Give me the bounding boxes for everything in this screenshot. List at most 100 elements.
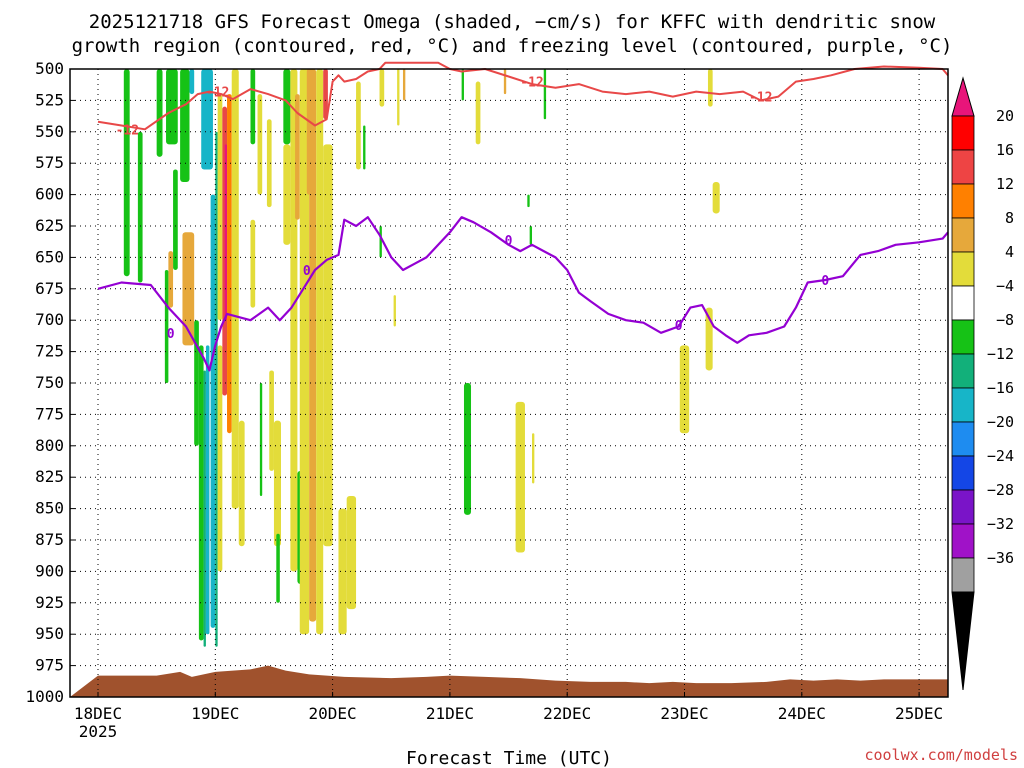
omega-region-17 — [217, 94, 223, 321]
colorbar-level-1: 16 — [996, 141, 1014, 159]
colorbar-swatch-1 — [951, 149, 975, 185]
y-tick-label-750: 750 — [35, 373, 64, 392]
ground-layer — [70, 665, 948, 697]
omega-region-30 — [273, 420, 281, 547]
colorbar-level-13: −36 — [987, 549, 1014, 567]
colorbar-swatch-12 — [951, 523, 975, 559]
omega-region-53 — [475, 81, 481, 145]
omega-region-2 — [156, 69, 163, 157]
y-tick-label-725: 725 — [35, 342, 64, 361]
omega-region-47 — [379, 226, 382, 258]
omega-region-35 — [295, 94, 300, 220]
x-axis-label: Forecast Time (UTC) — [406, 748, 612, 768]
colorbar-level-3: 8 — [1005, 209, 1014, 227]
colorbar-swatch-6 — [951, 319, 975, 355]
omega-region-32 — [283, 69, 291, 145]
colorbar-level-6: −8 — [996, 311, 1014, 329]
colorbar-swatch-3 — [951, 217, 975, 253]
colorbar-level-0: 20 — [996, 107, 1014, 125]
y-tick-label-1000: 1000 — [25, 687, 64, 706]
freezing-level-label-1: 0 — [303, 264, 311, 279]
y-tick-label-550: 550 — [35, 122, 64, 141]
colorbar-swatch-8 — [951, 387, 975, 423]
omega-region-1 — [137, 131, 143, 283]
omega-region-28 — [259, 383, 263, 497]
omega-region-11 — [194, 320, 199, 446]
omega-region-37 — [299, 69, 310, 635]
colorbar-level-8: −16 — [987, 379, 1014, 397]
colorbar-level-4: 4 — [1005, 243, 1014, 261]
colorbar-top-arrow — [951, 76, 975, 117]
omega-region-8 — [182, 232, 195, 346]
colorbar-swatch-9 — [951, 421, 975, 457]
freezing-level-label-2: 0 — [505, 234, 513, 249]
colorbar-level-11: −28 — [987, 481, 1014, 499]
colorbar-swatch-2 — [951, 183, 975, 219]
y-tick-label-825: 825 — [35, 467, 64, 486]
y-tick-label-575: 575 — [35, 153, 64, 172]
omega-region-39 — [309, 69, 317, 622]
omega-region-18 — [217, 345, 223, 572]
omega-region-42 — [323, 69, 328, 120]
omega-region-4 — [180, 69, 190, 183]
omega-region-15 — [210, 194, 216, 628]
x-tick-label-19DEC: 19DEC — [191, 704, 239, 723]
omega-region-16 — [215, 131, 218, 647]
colorbar-level-2: 12 — [996, 175, 1014, 193]
omega-region-10 — [164, 269, 169, 383]
y-tick-label-525: 525 — [35, 90, 64, 109]
x-tick-label-21DEC: 21DEC — [426, 704, 474, 723]
omega-region-46 — [363, 125, 366, 170]
y-tick-label-925: 925 — [35, 593, 64, 612]
y-tick-label-775: 775 — [35, 404, 64, 423]
omega-region-52 — [461, 69, 464, 101]
omega-region-60 — [527, 194, 530, 208]
colorbar-swatch-4 — [951, 251, 975, 287]
x-tick-label-22DEC: 22DEC — [543, 704, 591, 723]
colorbar: 20 16 12 8 4 −4 −8 −12 −16 −20 −24 −28 −32 −36 — [951, 76, 1014, 691]
omega-region-3 — [166, 69, 178, 145]
freezing-level-label-0: 0 — [167, 327, 175, 342]
y-tick-label-800: 800 — [35, 436, 64, 455]
plot-area: 0 0 0 0 0 -12 -12 -12 -12 — [69, 61, 949, 698]
omega-region-58 — [543, 69, 547, 120]
omega-region-54 — [503, 69, 507, 95]
omega-region-29 — [269, 370, 274, 471]
omega-region-44 — [346, 496, 357, 610]
omega-region-0 — [123, 69, 130, 277]
x-tick-label-23DEC: 23DEC — [660, 704, 708, 723]
x-tick-sublabel: 2025 — [79, 722, 118, 741]
colorbar-swatch-0 — [951, 115, 975, 151]
omega-region-49 — [379, 69, 385, 107]
dgz-label-0: -12 — [116, 123, 139, 138]
colorbar-swatch-10 — [951, 455, 975, 491]
colorbar-level-7: −12 — [987, 345, 1014, 363]
omega-region-24 — [250, 69, 256, 145]
contour-layer: 0 0 0 0 0 -12 -12 -12 -12 — [97, 61, 949, 372]
omega-region-5 — [189, 69, 195, 95]
omega-region-62 — [707, 69, 713, 107]
colorbar-level-5: −4 — [996, 277, 1014, 295]
chart-title-line1: 2025121718 GFS Forecast Omega (shaded, −… — [89, 11, 936, 33]
colorbar-level-12: −32 — [987, 515, 1014, 533]
y-tick-label-850: 850 — [35, 499, 64, 518]
omega-region-26 — [266, 119, 272, 208]
freezing-level-contour — [97, 216, 949, 372]
omega-region-40 — [316, 69, 324, 635]
omega-region-9 — [168, 251, 174, 308]
omega-region-25 — [257, 94, 263, 195]
x-tick-label-18DEC: 18DEC — [74, 704, 122, 723]
dgz-label-3: -12 — [749, 91, 772, 106]
omega-region-59 — [529, 226, 533, 245]
source-credit: coolwx.com/models — [864, 746, 1018, 764]
omega-region-31 — [276, 533, 280, 603]
omega-region-13 — [203, 370, 206, 647]
omega-shading-layer — [123, 69, 720, 647]
y-tick-label-900: 900 — [35, 561, 64, 580]
omega-region-14 — [205, 345, 210, 635]
x-tick-label-24DEC: 24DEC — [778, 704, 826, 723]
ground-surface — [70, 665, 948, 697]
omega-region-27 — [250, 219, 256, 308]
freezing-level-label-4: 0 — [821, 274, 829, 289]
